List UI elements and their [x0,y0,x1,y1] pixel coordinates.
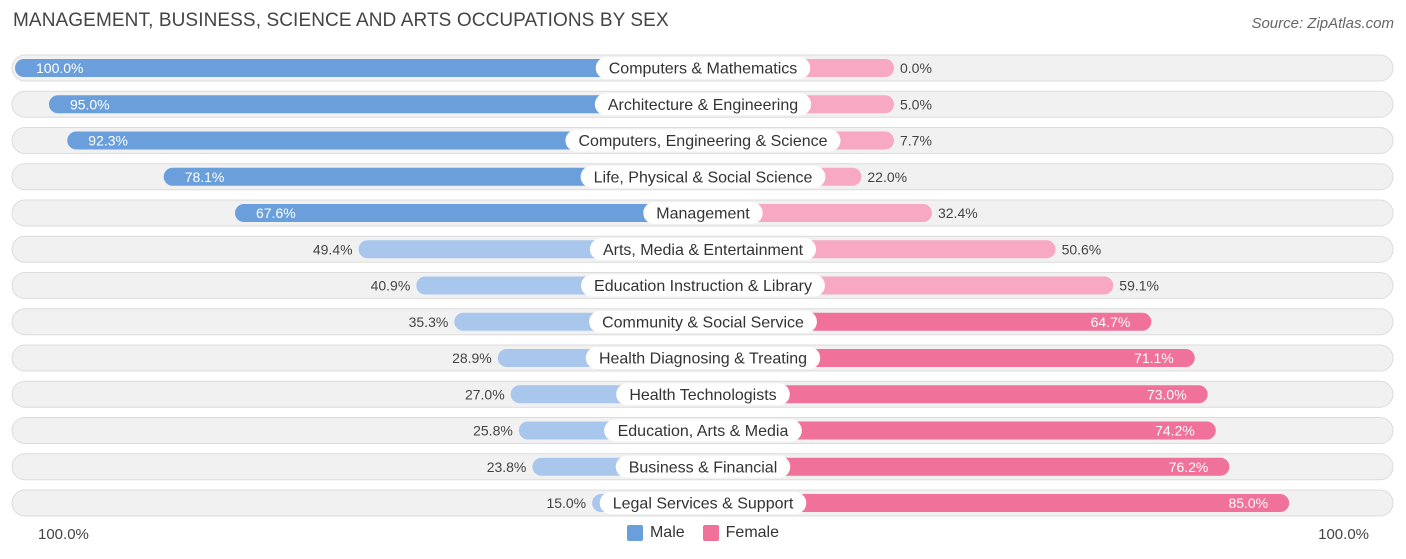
legend-label-male: Male [649,524,685,541]
value-label-female: 22.0% [867,169,907,185]
value-label-female: 59.1% [1119,278,1159,294]
category-label-bg [589,310,817,333]
value-label-male: 92.3% [88,133,128,149]
category-label-bg [616,383,790,406]
value-label-male: 15.0% [546,495,586,511]
value-label-male: 23.8% [487,459,527,475]
category-label: Health Diagnosing & Treating [599,351,807,368]
value-label-female: 7.7% [900,133,932,149]
value-label-male: 49.4% [313,241,353,257]
bar-male [48,95,703,114]
category-label-bg [565,129,841,152]
value-label-female: 73.0% [1147,386,1187,402]
bar-female [694,385,1208,404]
legend-item-male: Male [626,524,685,542]
category-label: Management [656,206,750,223]
category-label-bg [581,274,825,297]
value-label-male: 95.0% [70,96,110,112]
category-label-bg [585,347,821,369]
category-label-bg [615,455,791,478]
value-label-male: 78.1% [185,169,225,185]
axis-left-label: 100.0% [38,526,89,543]
value-label-male: 67.6% [256,205,296,221]
axis-right-label: 100.0% [1318,526,1369,543]
legend-swatch-male [626,525,643,541]
legend-label-female: Female [725,524,780,541]
source-credit: Source: ZipAtlas.com [1251,15,1394,32]
bar-male [67,131,703,150]
category-label-bg [594,93,812,116]
bar-male [15,59,703,77]
legend-swatch-female [702,525,719,541]
category-label-bg [599,492,807,514]
chart-area: Computers & Mathematics 100.0% 0.0% Archite… [11,54,1394,517]
value-label-male: 100.0% [36,60,83,76]
chart-title: MANAGEMENT, BUSINESS, SCIENCE AND ARTS O… [13,10,669,31]
category-label: Community & Social Service [602,314,804,331]
category-label: Business & Financial [629,459,778,476]
category-label: Architecture & Engineering [608,97,798,114]
category-label: Education Instruction & Library [594,278,812,295]
category-label-bg [643,202,763,224]
value-label-male: 28.9% [452,350,492,366]
value-label-male: 25.8% [473,423,513,439]
bar-male [234,204,703,222]
category-label: Arts, Media & Entertainment [603,242,804,259]
legend-item-female: Female [702,524,780,542]
bar-female [694,457,1230,476]
category-label-bg [580,165,826,188]
value-label-female: 64.7% [1091,314,1131,330]
category-label-bg [604,419,802,442]
category-label: Life, Physical & Social Science [594,169,813,186]
value-label-male: 27.0% [465,386,505,402]
value-label-female: 5.0% [900,96,932,112]
category-label-bg [595,57,811,79]
value-label-female: 85.0% [1228,495,1268,511]
value-label-female: 76.2% [1169,459,1209,475]
value-label-male: 40.9% [371,278,411,294]
value-label-female: 50.6% [1062,241,1102,257]
category-label-bg [589,238,817,261]
legend: Male Female [0,524,1406,542]
category-label: Computers, Engineering & Science [578,133,827,150]
category-label: Legal Services & Support [613,496,794,513]
bar-male [163,167,704,186]
value-label-male: 35.3% [409,314,449,330]
value-label-female: 74.2% [1155,423,1195,439]
value-label-female: 0.0% [900,60,932,76]
category-label: Health Technologists [629,387,776,404]
bar-female [694,494,1290,512]
value-label-female: 71.1% [1134,350,1174,366]
bar-female [694,421,1216,440]
category-label: Computers & Mathematics [609,61,798,78]
value-label-female: 32.4% [938,205,978,221]
category-label: Education, Arts & Media [618,423,789,440]
